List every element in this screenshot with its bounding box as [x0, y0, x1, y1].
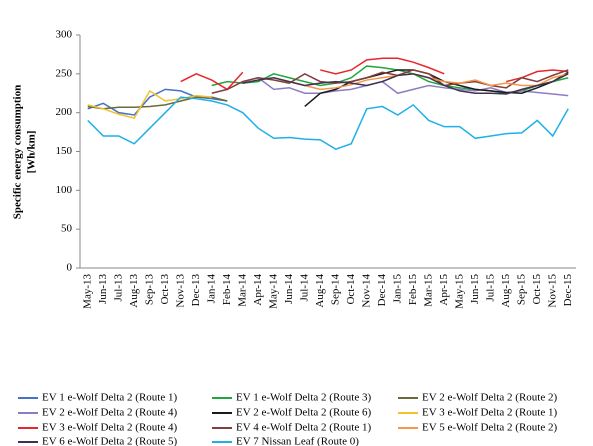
x-tick-label: Oct-13: [159, 274, 171, 305]
series-line: [242, 73, 569, 95]
x-tick-label: Aug-14: [314, 274, 326, 308]
y-tick-label: 150: [56, 145, 73, 157]
x-tick-label: Jul-13: [112, 274, 124, 302]
legend-label: EV 5 e-Wolf Delta 2 (Route 2): [422, 422, 557, 434]
x-tick-label: Feb-15: [407, 274, 419, 306]
series-line: [506, 69, 569, 83]
series-line: [87, 96, 228, 110]
x-tick-label: Dec-15: [562, 274, 574, 307]
series-line: [211, 69, 569, 94]
x-tick-label: Mar-14: [236, 274, 248, 307]
x-tick-label: Aug-15: [500, 274, 512, 308]
y-tick-label: 250: [56, 67, 73, 79]
x-tick-label: Dec-13: [190, 274, 202, 307]
x-tick-label: Sep-14: [329, 274, 341, 306]
x-tick-label: Jun-13: [97, 274, 109, 304]
series-line: [87, 96, 569, 150]
x-tick-label: Oct-14: [345, 274, 357, 305]
x-tick-label: Jun-15: [469, 274, 481, 304]
x-tick-label: Aug-13: [128, 274, 140, 308]
x-tick-label: Jan-14: [205, 274, 217, 304]
x-tick-label: Jun-14: [283, 274, 295, 304]
x-tick-label: Nov-15: [546, 274, 558, 308]
y-tick-label: 50: [61, 223, 73, 235]
x-tick-label: Dec-14: [376, 274, 388, 307]
x-tick-label: Oct-15: [531, 274, 543, 305]
x-tick-label: Nov-14: [360, 274, 372, 308]
x-tick-label: Jan-15: [391, 274, 403, 304]
x-tick-label: May-14: [267, 274, 279, 309]
x-tick-label: Mar-15: [422, 274, 434, 307]
x-tick-label: May-13: [81, 274, 93, 309]
x-tick-label: Feb-14: [221, 274, 233, 306]
legend-label: EV 6 e-Wolf Delta 2 (Route 5): [42, 436, 177, 446]
x-tick-label: Jul-14: [298, 274, 310, 302]
x-tick-label: Apr-15: [438, 274, 450, 306]
y-axis-label: Specific energy consumption: [12, 85, 24, 219]
y-tick-label: 200: [56, 106, 73, 118]
x-tick-label: Jul-15: [484, 274, 496, 302]
x-tick-label: Nov-13: [174, 274, 186, 308]
legend-label: EV 1 e-Wolf Delta 2 (Route 3): [236, 392, 371, 404]
legend-label: EV 4 e-Wolf Delta 2 (Route 1): [236, 422, 371, 434]
y-tick-label: 100: [56, 184, 73, 196]
legend-label: EV 3 e-Wolf Delta 2 (Route 1): [422, 407, 557, 419]
x-tick-label: Sep-15: [515, 274, 527, 306]
y-tick-label: 0: [67, 262, 73, 274]
legend-label: EV 3 e-Wolf Delta 2 (Route 4): [42, 422, 177, 434]
legend-label: EV 2 e-Wolf Delta 2 (Route 2): [422, 392, 557, 404]
y-tick-label: 300: [56, 29, 73, 41]
legend-label: EV 7 Nissan Leaf (Route 0): [236, 436, 359, 446]
legend-label: EV 2 e-Wolf Delta 2 (Route 6): [236, 407, 371, 419]
x-tick-label: Apr-14: [252, 274, 264, 306]
legend-label: EV 1 e-Wolf Delta 2 (Route 1): [42, 392, 177, 404]
x-tick-label: Sep-13: [143, 274, 155, 306]
y-axis-label: [Wh/km]: [26, 131, 38, 174]
series-line: [320, 57, 445, 75]
x-tick-label: May-15: [453, 274, 465, 309]
series-line: [180, 71, 244, 91]
series-line: [87, 89, 212, 119]
legend-label: EV 2 e-Wolf Delta 2 (Route 4): [42, 407, 177, 419]
